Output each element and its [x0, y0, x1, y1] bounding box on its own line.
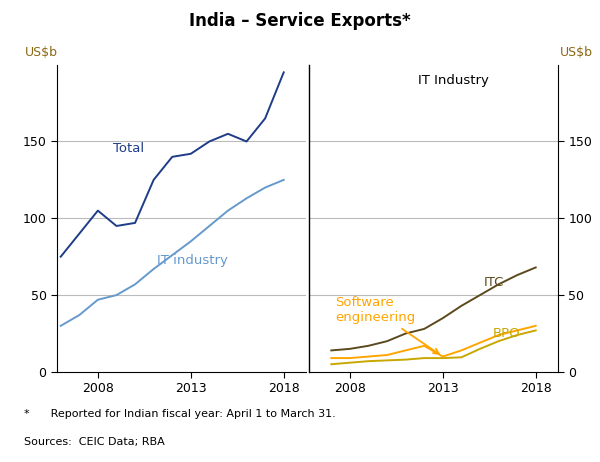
Text: IT industry: IT industry — [157, 255, 228, 267]
Text: Sources:  CEIC Data; RBA: Sources: CEIC Data; RBA — [24, 437, 165, 447]
Text: BPO: BPO — [493, 327, 521, 340]
Text: Total: Total — [113, 142, 144, 155]
Text: IT Industry: IT Industry — [418, 74, 489, 87]
Text: India – Service Exports*: India – Service Exports* — [189, 12, 411, 30]
Text: Software
engineering: Software engineering — [335, 297, 439, 354]
Text: US$b: US$b — [560, 46, 593, 59]
Text: US$b: US$b — [25, 46, 58, 59]
Text: *      Reported for Indian fiscal year: April 1 to March 31.: * Reported for Indian fiscal year: April… — [24, 409, 336, 419]
Text: ITC: ITC — [484, 276, 504, 289]
